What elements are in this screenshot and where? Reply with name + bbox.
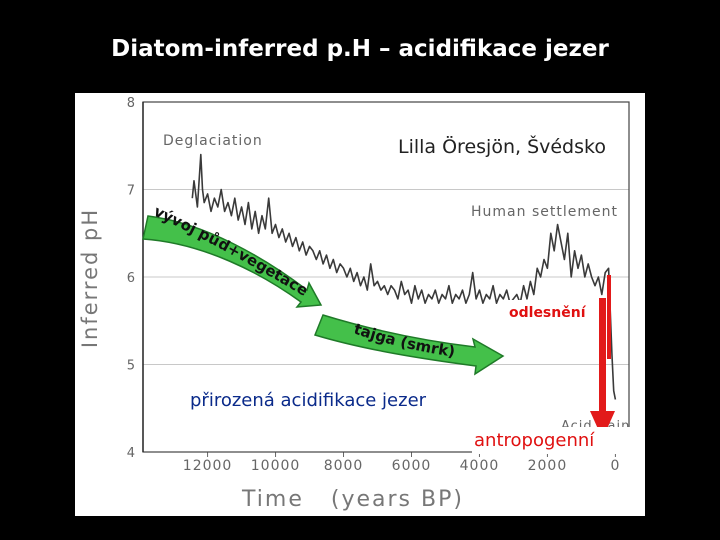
x-tick-label: 8000: [324, 458, 364, 474]
y-tick-labels: 4 5 6 7 8: [127, 96, 135, 461]
y-tick-label: 7: [127, 184, 135, 199]
odlesneni-bg: [507, 300, 599, 322]
series-line-inferred-ph: [191, 153, 617, 400]
chart-svg: 4 5 6 7 8 12000 10000 8000 6000 4000 2000 0 Inferr…: [78, 96, 636, 512]
x-tick-label: 10000: [251, 458, 301, 474]
x-axis-label: Time (years BP): [241, 487, 464, 512]
y-tick-label: 5: [127, 359, 135, 374]
slide-title: Diatom-inferred p.H – acidifikace jezer: [111, 36, 609, 62]
x-tick-label: 2000: [528, 458, 568, 474]
green-arrow-taiga: [313, 314, 505, 376]
red-line-anthropogenic: [599, 298, 606, 413]
y-tick-label: 6: [127, 271, 135, 286]
x-tick-label: 12000: [183, 458, 233, 474]
red-line-deforestation: [607, 275, 611, 359]
antropogenni-bg: [472, 427, 636, 454]
x-tick-labels: 12000 10000 8000 6000 4000 2000 0: [183, 458, 620, 474]
label-natural-acidification: přirozená acidifikace jezer: [190, 390, 427, 411]
chart-figure: 4 5 6 7 8 12000 10000 8000 6000 4000 2000 0 Inferr…: [75, 93, 645, 516]
y-axis-label: Inferred pH: [78, 208, 102, 348]
green-arrow-soil-vegetation: [142, 215, 323, 308]
red-arrow-anthropogenic: [590, 411, 615, 439]
y-tick-label: 4: [127, 446, 135, 461]
x-tick-label: 6000: [392, 458, 432, 474]
label-anthropogenic: antropogenní: [474, 430, 595, 451]
x-tick-label: 4000: [460, 458, 500, 474]
x-tick-label: 0: [610, 458, 620, 474]
annotation-human-settlement: Human settlement: [471, 204, 618, 220]
arrow-label-soil-vegetation: vývoj půd+vegetace: [151, 202, 311, 300]
chart-title: Lilla Öresjön, Švédsko: [398, 134, 606, 158]
label-odlesneni: odlesnění: [509, 305, 587, 321]
annotation-deglaciation: Deglaciation: [163, 133, 263, 149]
y-tick-label: 8: [127, 96, 135, 111]
